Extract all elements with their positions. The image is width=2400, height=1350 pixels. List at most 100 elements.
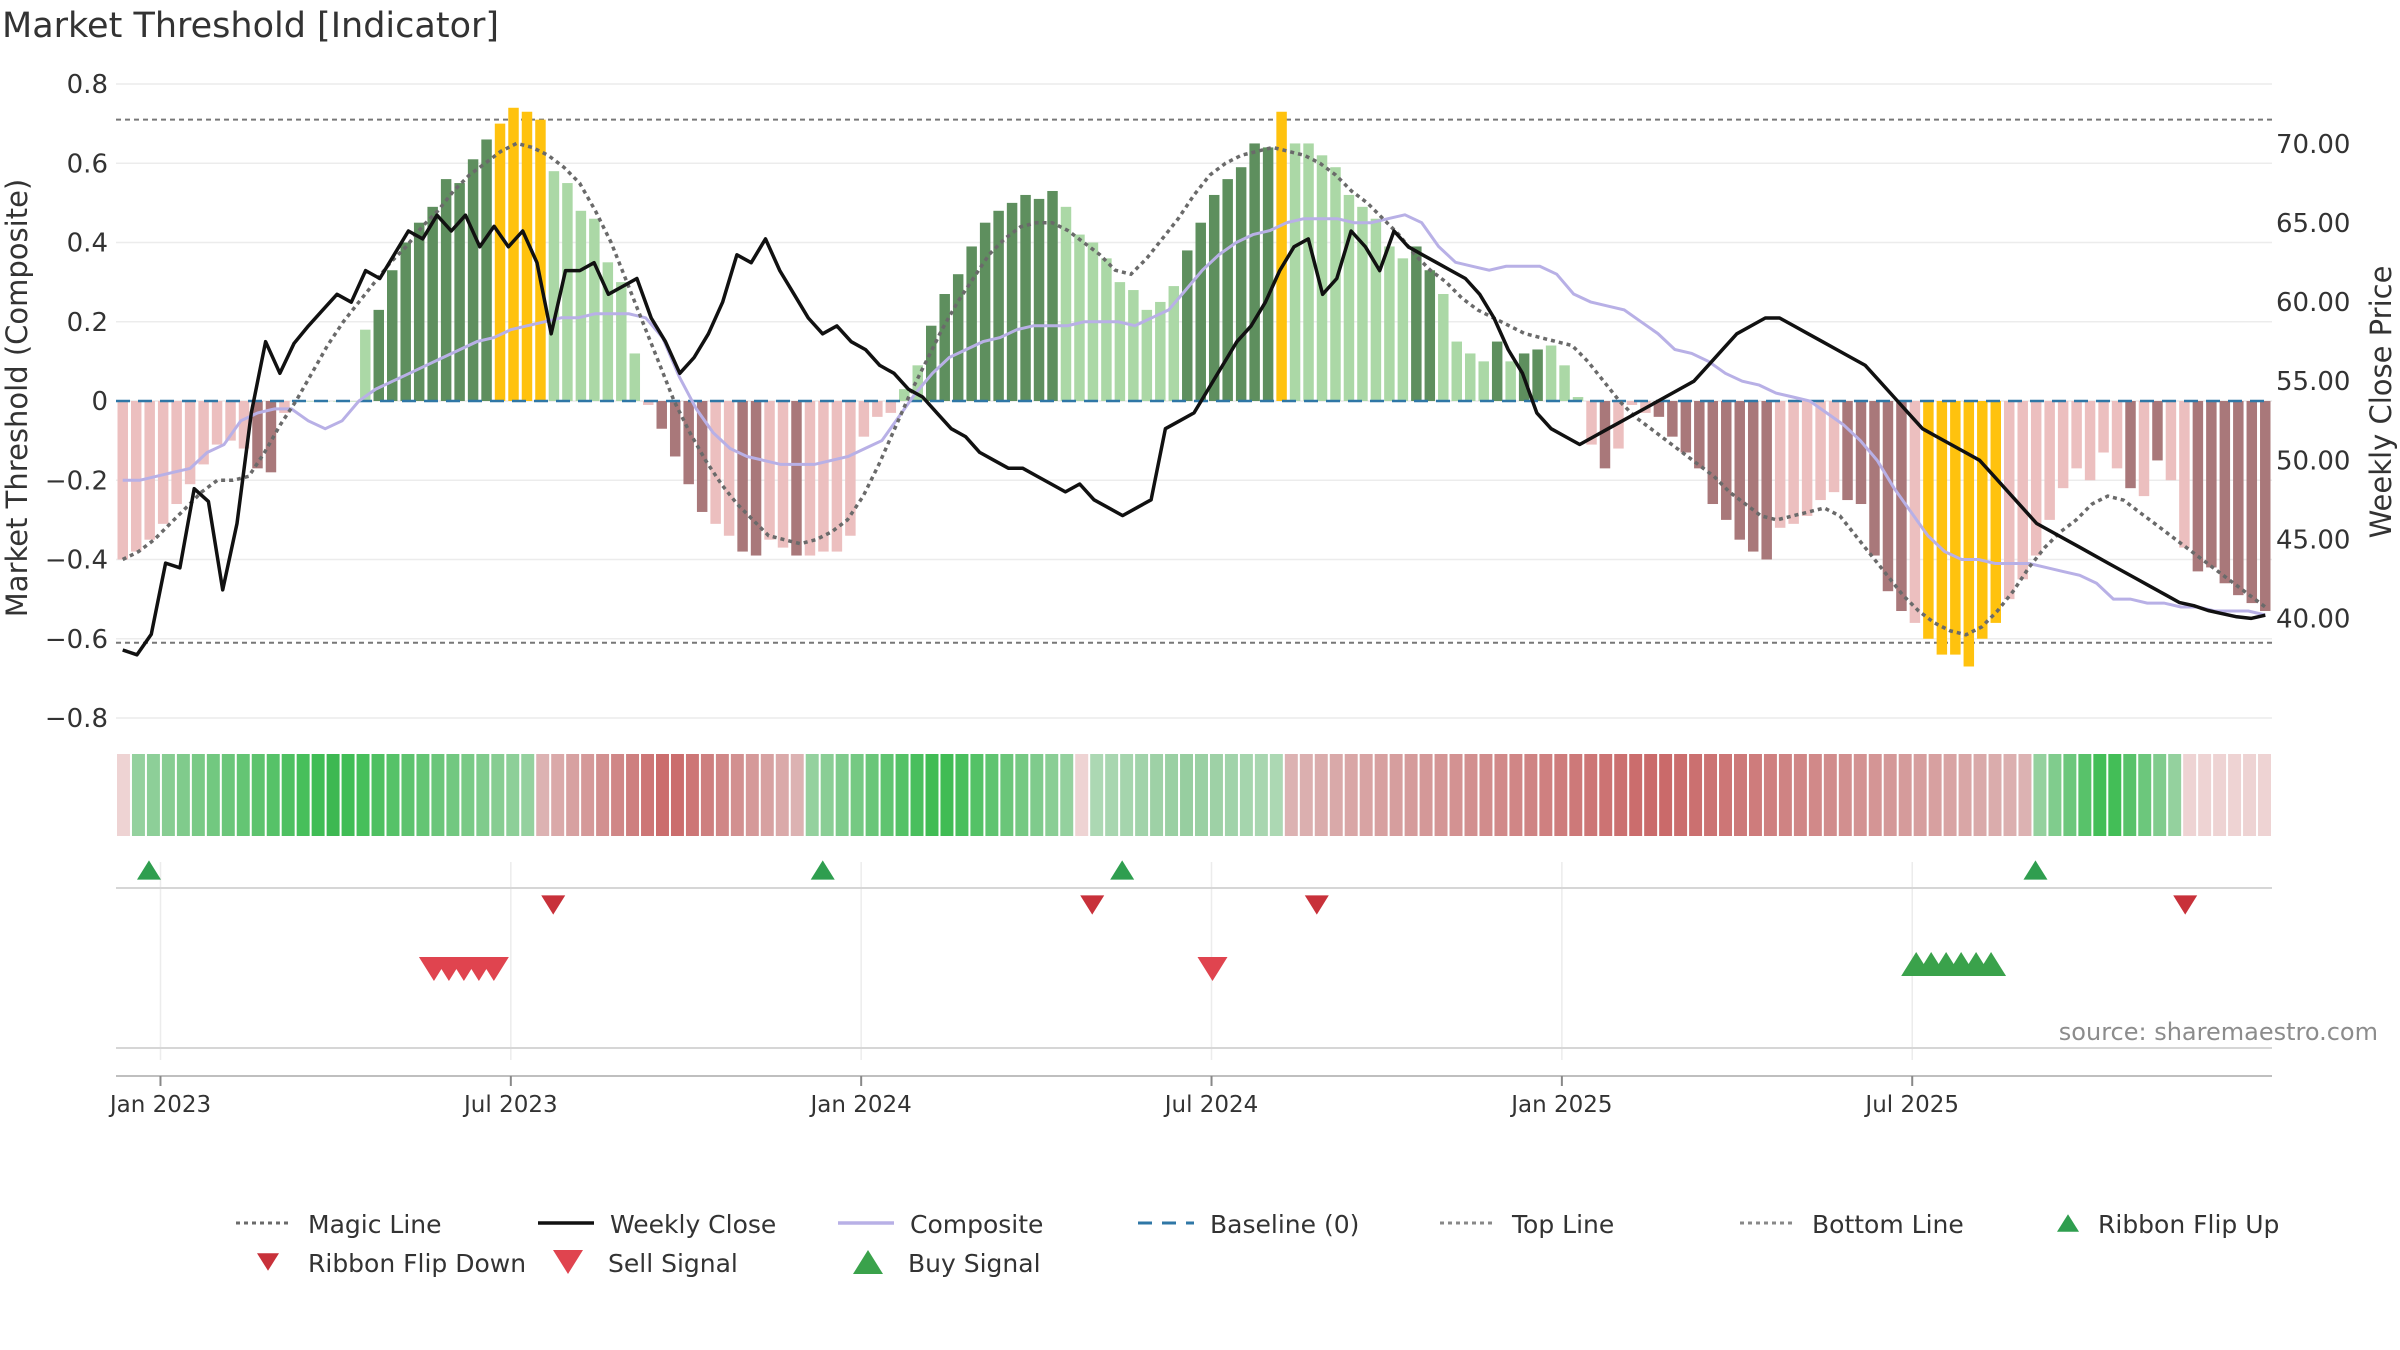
histogram-bar bbox=[979, 222, 991, 401]
histogram-bar bbox=[346, 401, 358, 402]
histogram-bar bbox=[1774, 401, 1786, 528]
histogram-bar bbox=[2004, 401, 2015, 600]
histogram-bar bbox=[1020, 194, 1031, 401]
ribbon-cell bbox=[491, 754, 505, 836]
ribbon-cell bbox=[2138, 754, 2152, 836]
legend-label: Ribbon Flip Up bbox=[2098, 1210, 2279, 1239]
y-tick-label: 0.2 bbox=[67, 308, 108, 338]
histogram-bar bbox=[1060, 206, 1072, 401]
y2-tick-label: 60.00 bbox=[2276, 288, 2350, 318]
ribbon-cell bbox=[1659, 754, 1673, 836]
ribbon-cell bbox=[1494, 754, 1508, 836]
ribbon-cell bbox=[1419, 754, 1433, 836]
left-y-axis: 0.8 0.6 0.4 0.2 0 −0.2 −0.4 −0.6 −0.8 bbox=[45, 70, 108, 734]
ribbon-cell bbox=[955, 754, 969, 836]
histogram-bar bbox=[993, 210, 1004, 401]
histogram-bar bbox=[777, 401, 789, 548]
histogram-bar bbox=[2071, 401, 2082, 469]
ribbon-cell bbox=[1209, 754, 1223, 836]
ribbon-cell bbox=[835, 754, 849, 836]
ribbon-cell bbox=[461, 754, 475, 836]
histogram-bar bbox=[2165, 401, 2177, 481]
x-tick-label: Jan 2025 bbox=[1509, 1092, 1612, 1118]
histogram-bar bbox=[602, 262, 614, 401]
histogram-bar bbox=[1990, 401, 2001, 623]
ribbon-cell bbox=[1000, 754, 1014, 836]
legend-label: Bottom Line bbox=[1812, 1210, 1964, 1239]
ribbon-cell bbox=[176, 754, 190, 836]
legend-item-weekly-close: Weekly Close bbox=[538, 1210, 776, 1239]
ribbon-cell bbox=[221, 754, 235, 836]
weekly-close-line bbox=[122, 213, 2266, 657]
x-tick-label: Jul 2024 bbox=[1163, 1092, 1259, 1118]
ribbon-cell bbox=[1763, 754, 1777, 836]
histogram-bar bbox=[804, 401, 816, 556]
histogram-bar bbox=[562, 183, 573, 401]
ribbon-cell bbox=[1644, 754, 1658, 836]
histogram-bar bbox=[1262, 147, 1274, 401]
histogram-bar bbox=[926, 325, 937, 401]
histogram-bar bbox=[696, 401, 708, 512]
histogram-bar bbox=[1626, 401, 1638, 405]
histogram-bar bbox=[1855, 401, 1867, 505]
histogram-bar bbox=[373, 309, 384, 401]
histogram-bar bbox=[279, 401, 290, 413]
ribbon-cell bbox=[1060, 754, 1074, 836]
ribbon-cell bbox=[895, 754, 909, 836]
histogram-bar bbox=[1923, 401, 1934, 639]
ribbon-cell bbox=[1449, 754, 1463, 836]
histogram-bar bbox=[1491, 341, 1503, 401]
histogram-bar bbox=[2138, 401, 2150, 497]
ribbon-cell bbox=[1883, 754, 1897, 836]
ribbon-cell bbox=[1629, 754, 1643, 836]
x-tick-label: Jul 2023 bbox=[462, 1092, 558, 1118]
histogram-bar bbox=[454, 183, 465, 401]
histogram-bar bbox=[1599, 401, 1611, 469]
ribbon-cell bbox=[1988, 754, 2002, 836]
histogram-bar bbox=[252, 401, 263, 469]
histogram-bar bbox=[1559, 365, 1570, 401]
histogram-bar bbox=[1694, 401, 1705, 469]
reference-lines bbox=[116, 118, 2272, 644]
histogram-bar bbox=[872, 401, 883, 417]
ribbon-cell bbox=[1239, 754, 1253, 836]
histogram-bar bbox=[885, 401, 897, 413]
source-text: source: sharemaestro.com bbox=[2059, 1018, 2378, 1046]
histogram-bar bbox=[683, 401, 694, 485]
ribbon-cell bbox=[1434, 754, 1448, 836]
histogram-bar bbox=[1788, 401, 1799, 524]
ribbon-cell bbox=[820, 754, 834, 836]
histogram-bar bbox=[1397, 258, 1409, 401]
histogram-bar bbox=[952, 274, 964, 401]
ribbon-cell bbox=[2153, 754, 2167, 836]
histogram-bar bbox=[1047, 190, 1058, 401]
ribbon-cell bbox=[1973, 754, 1987, 836]
histogram-bar bbox=[1815, 401, 1826, 501]
histogram-bar bbox=[1033, 198, 1045, 401]
ribbon-flip-up-marker bbox=[1110, 860, 1135, 880]
ribbon-cell bbox=[1015, 754, 1029, 836]
ribbon-cell bbox=[1823, 754, 1837, 836]
ribbon-cell bbox=[446, 754, 460, 836]
y2-tick-label: 65.00 bbox=[2276, 209, 2350, 239]
histogram-bar bbox=[912, 365, 923, 401]
y-tick-label: 0 bbox=[91, 387, 108, 417]
legend-label: Magic Line bbox=[308, 1210, 442, 1239]
legend-label: Sell Signal bbox=[608, 1249, 738, 1278]
legend-item-bottom-line: Bottom Line bbox=[1740, 1210, 1964, 1239]
right-y-axis: 70.00 65.00 60.00 55.00 50.00 45.00 40.00 bbox=[2276, 130, 2350, 634]
ribbon-cell bbox=[1913, 754, 1927, 836]
histogram-bar bbox=[2030, 401, 2042, 556]
histogram-bar bbox=[238, 401, 250, 449]
histogram-bar bbox=[616, 282, 627, 401]
histogram-bar bbox=[723, 401, 735, 536]
y2-tick-label: 40.00 bbox=[2276, 604, 2350, 634]
x-tick-label: Jan 2023 bbox=[108, 1092, 211, 1118]
histogram-bar bbox=[2246, 401, 2258, 604]
ribbon-cell bbox=[1958, 754, 1972, 836]
ribbon-cell bbox=[281, 754, 295, 836]
ribbon-cell bbox=[431, 754, 445, 836]
histogram-bar bbox=[535, 119, 546, 401]
histogram-bar bbox=[387, 270, 398, 401]
